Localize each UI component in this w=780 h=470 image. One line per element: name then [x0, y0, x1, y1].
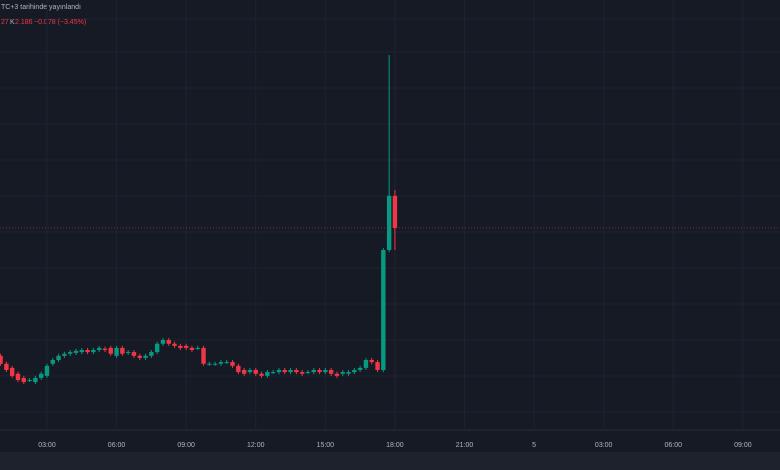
candle-body — [160, 340, 166, 344]
candle-body — [381, 250, 386, 370]
candle-body — [317, 370, 322, 373]
candle-body — [299, 372, 305, 374]
published-note: TC+3 tarihinde yayınlandı — [1, 4, 81, 11]
x-tick-label: 06:00 — [108, 442, 126, 449]
candle-body — [50, 360, 55, 364]
candle-body — [276, 370, 282, 373]
candle-body — [67, 352, 73, 354]
candle-body — [0, 355, 3, 364]
candle-body — [33, 377, 38, 383]
candle-body — [247, 370, 253, 373]
candle-body — [212, 363, 218, 365]
candle-body — [137, 355, 142, 358]
candle-body — [44, 365, 50, 376]
candle-body — [305, 372, 311, 374]
candle-body — [311, 370, 316, 373]
candle-body — [253, 370, 258, 374]
x-tick-label: 09:00 — [177, 442, 195, 449]
candle-body — [207, 363, 212, 365]
candle-body — [270, 372, 276, 374]
candle-body — [149, 352, 154, 356]
candle-body — [230, 362, 235, 366]
candle-body — [21, 377, 26, 383]
candle-body — [259, 373, 264, 376]
candle-body — [328, 370, 334, 374]
candle-body — [27, 380, 32, 381]
candle-body — [114, 347, 119, 356]
candle-body — [183, 345, 189, 348]
candle-body — [323, 370, 328, 373]
x-tick-label: 21:00 — [456, 442, 474, 449]
candle-body — [91, 350, 96, 353]
x-tick-label: 18:00 — [386, 442, 404, 449]
candle-body — [38, 373, 44, 378]
x-tick-label: 12:00 — [247, 442, 265, 449]
x-tick-label: 09:00 — [734, 442, 752, 449]
candle-body — [363, 360, 369, 368]
candle-body — [15, 373, 21, 380]
candle-body — [73, 350, 79, 353]
candle-body — [357, 367, 363, 370]
candle-body — [369, 360, 374, 363]
close-label: K — [10, 19, 15, 26]
candle-body — [172, 343, 177, 346]
candle-body — [108, 347, 113, 354]
x-tick-label: 5 — [532, 442, 536, 449]
candle-body — [85, 350, 90, 353]
candle-body — [4, 363, 9, 370]
candle-body — [143, 355, 148, 358]
x-tick-label: 15:00 — [317, 442, 335, 449]
candle-body — [79, 350, 84, 353]
candle-body — [375, 362, 380, 370]
candle-body — [218, 362, 224, 364]
candle-body — [392, 195, 398, 228]
x-tick-label: 06:00 — [665, 442, 683, 449]
candle-body — [288, 370, 293, 373]
ohlc-prefix: 27 — [1, 19, 9, 26]
candle-body — [56, 355, 61, 360]
candle-body — [241, 370, 247, 374]
candle-body — [346, 372, 351, 374]
x-tick-label: 03:00 — [595, 442, 613, 449]
candle-body — [334, 373, 340, 376]
candle-body — [189, 347, 195, 350]
bottom-bar — [0, 452, 780, 470]
change: −0.078 (−3.45%) — [34, 19, 86, 26]
h-grid — [0, 18, 780, 413]
candle-body — [131, 352, 137, 356]
x-tick-label: 03:00 — [38, 442, 56, 449]
candle-body — [178, 345, 183, 348]
candle-body — [236, 365, 241, 373]
candle-body — [96, 347, 102, 350]
candle-body — [154, 343, 160, 353]
candle-body — [201, 347, 206, 364]
candle-body — [352, 370, 357, 373]
candle-body — [120, 347, 125, 354]
candle-body — [166, 340, 171, 344]
candle-body — [195, 347, 200, 349]
candle-body — [386, 195, 392, 250]
candle-body — [294, 370, 299, 373]
candle-body — [282, 370, 287, 373]
candle-body — [224, 362, 229, 364]
candle-body — [102, 348, 108, 350]
candle-body — [340, 372, 345, 374]
candle-body — [9, 367, 15, 376]
candle-body — [62, 353, 67, 356]
candle-body — [125, 352, 131, 354]
plot: 03:00 06:00 09:00 12:00 15:00 18:00 21:00 5 03:0… — [0, 0, 780, 449]
candle-body — [265, 372, 270, 376]
close-value: 2.186 — [15, 19, 33, 26]
